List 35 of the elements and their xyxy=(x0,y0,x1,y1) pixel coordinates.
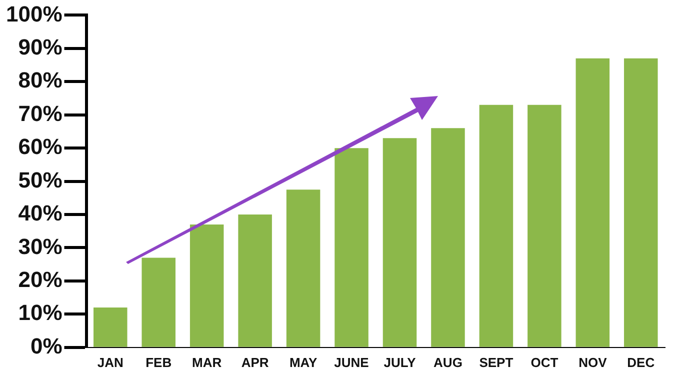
x-tick-label: OCT xyxy=(530,354,558,370)
y-tick-label: 0% xyxy=(30,333,62,358)
x-tick-label: FEB xyxy=(146,354,172,370)
bar xyxy=(479,104,514,347)
y-tick-label: 10% xyxy=(18,300,62,326)
bar xyxy=(190,224,224,347)
bar xyxy=(624,58,658,347)
bar xyxy=(238,214,272,347)
y-tick-label: 40% xyxy=(18,200,62,226)
y-tick-label: 70% xyxy=(18,100,62,126)
y-tick-label: 100% xyxy=(6,1,62,26)
y-tick-label: 60% xyxy=(18,134,62,160)
y-tick-label: 80% xyxy=(18,68,62,93)
x-tick-label: SEPT xyxy=(479,354,514,370)
x-tick-label: APR xyxy=(241,354,270,370)
x-tick-label: JUNE xyxy=(334,354,370,370)
x-tick-label: JAN xyxy=(97,354,124,370)
x-tick-label: AUG xyxy=(434,354,462,370)
bar xyxy=(576,58,610,347)
x-tick-label: JULY xyxy=(384,354,416,370)
bar xyxy=(528,104,562,347)
y-tick-label: 50% xyxy=(18,167,62,192)
x-tick-label: DEC xyxy=(627,354,656,370)
bar xyxy=(94,308,128,347)
bar xyxy=(431,128,465,347)
bar xyxy=(142,258,176,347)
x-tick-label: NOV xyxy=(578,354,608,370)
x-tick-label: MAR xyxy=(192,354,222,370)
bar xyxy=(382,138,417,347)
y-tick-label: 90% xyxy=(18,34,62,60)
bar xyxy=(334,148,368,347)
x-tick-label: MAY xyxy=(289,354,318,370)
y-tick-label: 30% xyxy=(18,234,62,259)
bar xyxy=(286,190,320,347)
y-tick-label: 20% xyxy=(18,267,62,292)
